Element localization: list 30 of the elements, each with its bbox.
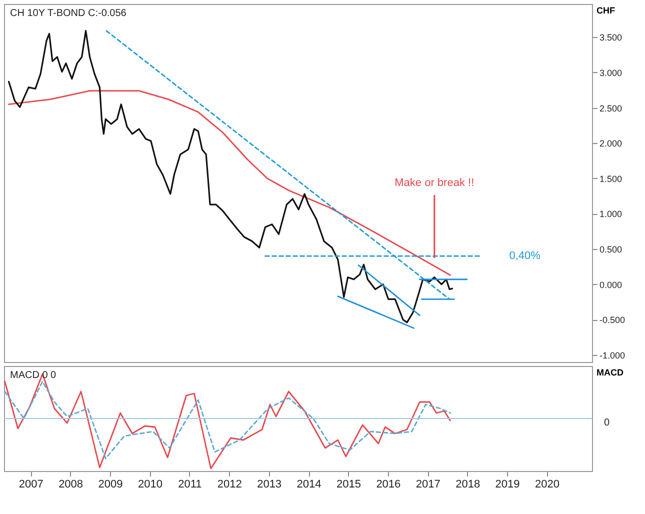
x-tick-label: 2013 (257, 478, 282, 490)
x-tick-label: 2019 (495, 478, 520, 490)
chart-title: CH 10Y T-BOND C:-0.056 (10, 8, 127, 19)
y-tick-label: 1.000 (600, 209, 622, 220)
y-tick-label: 2.000 (600, 138, 622, 149)
y-tick-label: 3.000 (600, 68, 622, 78)
x-tick-label: 2017 (416, 478, 440, 490)
y-tick-label: 1.500 (600, 174, 622, 184)
y-tick-label: -0.500 (600, 315, 626, 326)
y-axis-title: MACD (596, 368, 624, 378)
y-tick-label: 0.500 (600, 244, 622, 255)
ref-line-label: 0 (604, 418, 610, 428)
y-tick-label: 0.000 (600, 280, 622, 290)
x-tick-label: 2016 (376, 478, 401, 490)
x-tick-label: 2014 (296, 478, 322, 490)
x-tick-label: 2020 (534, 478, 560, 490)
annotation: Make or break !! (394, 177, 474, 190)
x-tick-label: 2015 (336, 478, 361, 490)
x-tick-label: 2011 (178, 478, 202, 490)
y-tick-label: -1.000 (600, 350, 626, 360)
x-tick-label: 2010 (138, 478, 162, 490)
x-tick-label: 2007 (18, 478, 44, 490)
y-axis-title: CHF (596, 6, 616, 16)
x-tick-label: 2012 (217, 478, 242, 490)
x-tick-label: 2009 (98, 478, 123, 490)
y-tick-label: 2.500 (600, 103, 622, 114)
text: 0,40% (509, 250, 541, 262)
y-tick-label: 3.500 (600, 32, 622, 43)
x-tick-label: 2008 (58, 478, 84, 490)
x-tick-label: 2018 (456, 478, 480, 490)
